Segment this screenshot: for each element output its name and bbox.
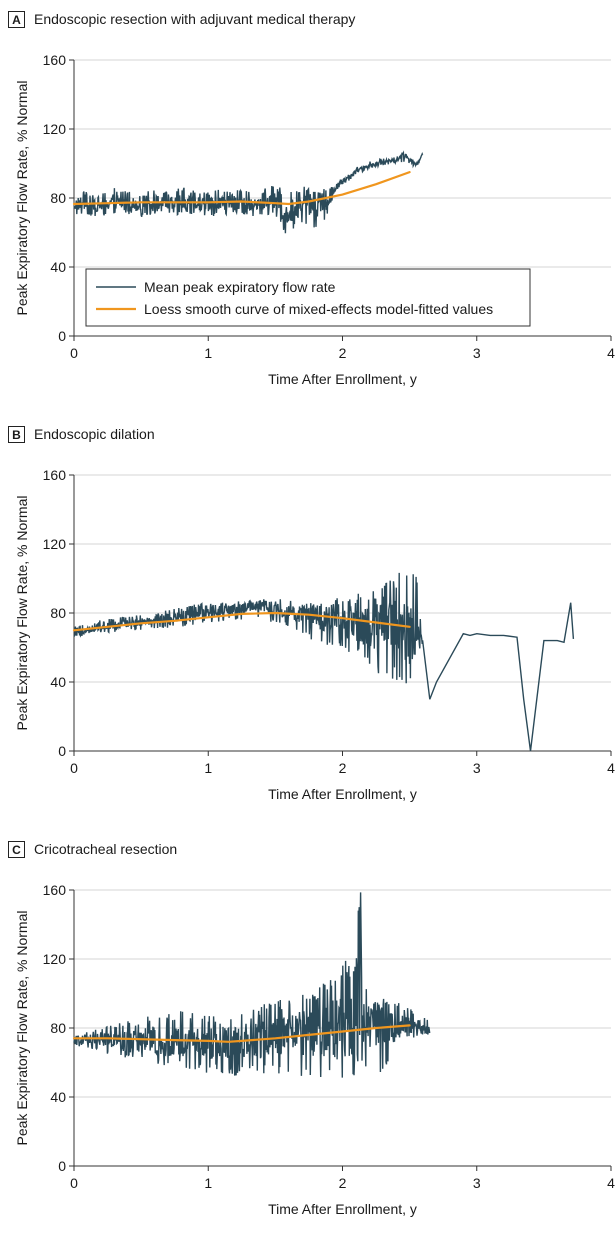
y-tick-label: 160 <box>43 467 67 483</box>
y-tick-label: 160 <box>43 882 67 898</box>
y-tick-label: 0 <box>58 328 66 344</box>
x-tick-label: 0 <box>70 760 78 776</box>
series-line-loess <box>72 611 411 632</box>
y-tick-label: 80 <box>50 1020 66 1036</box>
y-tick-label: 120 <box>43 121 67 137</box>
x-tick-label: 1 <box>204 345 212 361</box>
x-tick-label: 3 <box>473 760 481 776</box>
series-line-mean-pefr <box>73 150 424 234</box>
y-axis-title: Peak Expiratory Flow Rate, % Normal <box>14 496 30 731</box>
line-chart: 0 40 80 120 160 0 1 2 3 4 Time After Enrollment, y… <box>14 467 615 802</box>
panel-header: B Endoscopic dilation <box>8 423 155 445</box>
legend-label: Mean peak expiratory flow rate <box>144 279 336 295</box>
y-axis-title: Peak Expiratory Flow Rate, % Normal <box>14 911 30 1146</box>
x-tick-label: 2 <box>339 345 347 361</box>
y-tick-label: 40 <box>50 674 66 690</box>
x-tick-label: 1 <box>204 1175 212 1191</box>
legend-box <box>85 268 531 327</box>
x-axis-title: Time After Enrollment, y <box>268 1201 417 1217</box>
y-tick-label: 80 <box>50 605 66 621</box>
chart-panel-b: B Endoscopic dilation 0 40 80 120 160 0 1 2 3 4 Ti… <box>0 415 616 815</box>
x-tick-label: 0 <box>70 345 78 361</box>
panel-header: C Cricotracheal resection <box>8 838 177 860</box>
y-tick-label: 40 <box>50 1089 66 1105</box>
x-tick-label: 1 <box>204 760 212 776</box>
line-chart: 0 40 80 120 160 0 1 2 3 4 Time After Enrollment, y… <box>14 52 615 387</box>
panel-letter: A <box>8 10 25 28</box>
legend-label: Loess smooth curve of mixed-effects mode… <box>144 301 493 317</box>
series-line-loess <box>72 1024 411 1043</box>
chart-title: Cricotracheal resection <box>34 841 178 857</box>
chart-title: Endoscopic dilation <box>34 426 155 442</box>
x-tick-label: 2 <box>339 1175 347 1191</box>
panel-letter: C <box>8 840 25 858</box>
chart-panel-a: A Endoscopic resection with adjuvant med… <box>0 0 616 400</box>
y-tick-label: 160 <box>43 52 67 68</box>
y-tick-label: 0 <box>58 1158 66 1174</box>
line-chart: 0 40 80 120 160 0 1 2 3 4 Time After Enrollment, y… <box>14 882 615 1217</box>
x-tick-label: 4 <box>607 1175 615 1191</box>
x-tick-label: 4 <box>607 345 615 361</box>
chart-panel-c: C Cricotracheal resection 0 40 80 120 160 0 1 2… <box>0 830 616 1230</box>
y-tick-label: 0 <box>58 743 66 759</box>
x-tick-label: 0 <box>70 1175 78 1191</box>
y-tick-label: 40 <box>50 259 66 275</box>
series-line-loess <box>72 171 411 206</box>
chart-title: Endoscopic resection with adjuvant medic… <box>34 11 356 27</box>
x-axis-title: Time After Enrollment, y <box>268 371 417 387</box>
panel-letter: B <box>8 425 25 443</box>
x-tick-label: 3 <box>473 1175 481 1191</box>
legend: Mean peak expiratory flow rate Loess smoo… <box>85 268 531 327</box>
y-tick-label: 80 <box>50 190 66 206</box>
series-line-mean-pefr <box>73 892 431 1078</box>
series-line-mean-pefr <box>73 572 575 752</box>
y-tick-label: 120 <box>43 536 67 552</box>
x-tick-label: 3 <box>473 345 481 361</box>
y-tick-label: 120 <box>43 951 67 967</box>
panel-header: A Endoscopic resection with adjuvant med… <box>8 8 355 30</box>
y-axis-title: Peak Expiratory Flow Rate, % Normal <box>14 81 30 316</box>
x-axis-title: Time After Enrollment, y <box>268 786 417 802</box>
x-tick-label: 2 <box>339 760 347 776</box>
x-tick-label: 4 <box>607 760 615 776</box>
